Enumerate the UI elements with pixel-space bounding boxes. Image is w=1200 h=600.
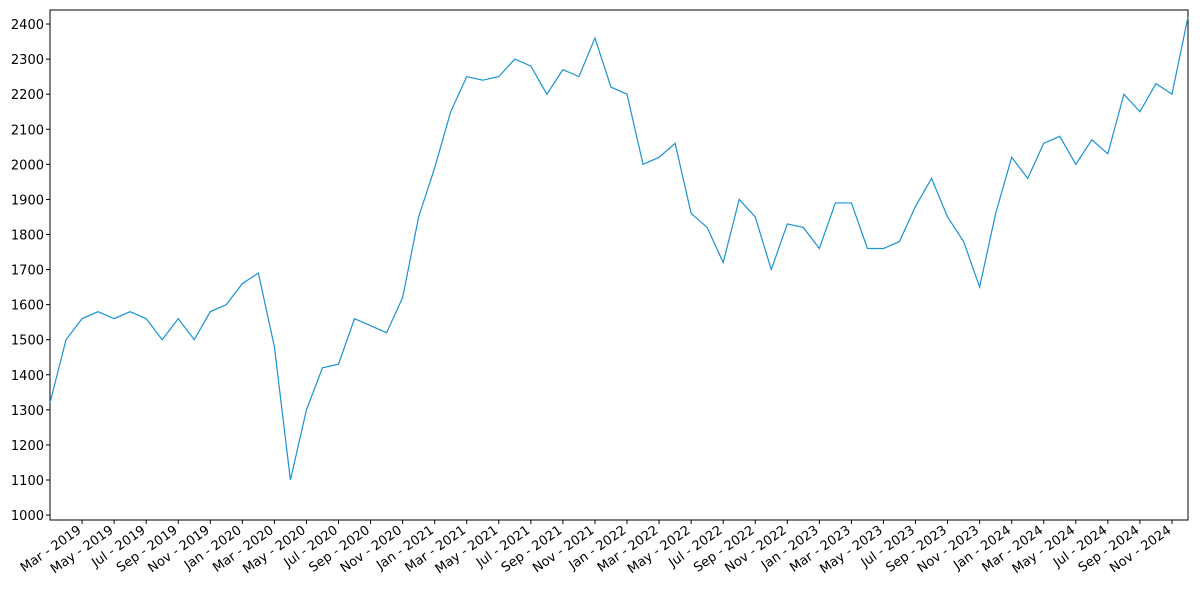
y-tick-label: 2400 [11,18,44,33]
plot-frame [49,9,1189,521]
y-tick-label: 1500 [11,334,44,349]
y-tick-label: 1000 [11,509,44,524]
y-tick-label: 2100 [11,123,44,138]
y-tick-label: 1800 [11,228,44,243]
y-tick-label: 1300 [11,404,44,419]
y-tick-label: 1400 [11,369,44,384]
y-tick-label: 2000 [11,158,44,173]
y-tick-label: 1600 [11,299,44,314]
y-tick-label: 2300 [11,53,44,68]
y-tick-label: 1900 [11,193,44,208]
y-tick-label: 1200 [11,439,44,454]
y-tick-label: 2200 [11,88,44,103]
data-line [49,16,1189,481]
y-tick-label: 1700 [11,264,44,279]
y-tick-label: 1100 [11,474,44,489]
